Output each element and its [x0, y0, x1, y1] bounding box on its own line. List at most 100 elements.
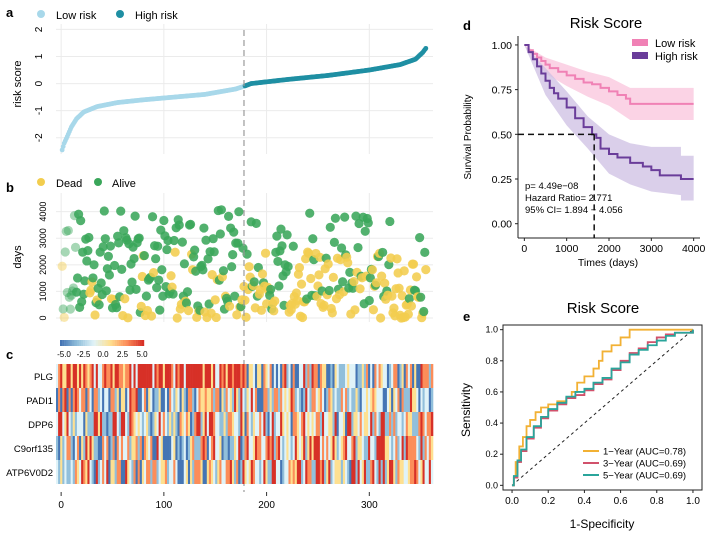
- dead-point: [270, 296, 280, 306]
- heatmap-cell: [246, 388, 249, 412]
- legend-low-risk: Low risk: [56, 10, 97, 22]
- heatmap-cell: [56, 364, 59, 388]
- heatmap-cell: [72, 364, 76, 388]
- heatmap-cell: [407, 364, 411, 388]
- heatmap-cell: [194, 388, 197, 412]
- panel-b-label: b: [6, 180, 14, 195]
- heatmap-cell: [278, 388, 281, 412]
- heatmap-cell: [248, 388, 252, 412]
- heatmap-cell: [164, 436, 168, 460]
- heatmap-cell: [137, 460, 141, 484]
- heatmap-cell: [315, 412, 319, 436]
- heatmap-cell: [79, 460, 82, 484]
- heatmap-cell: [227, 412, 231, 436]
- heatmap-cell: [305, 460, 308, 484]
- colorbar-tick: -5.0: [57, 350, 71, 359]
- heatmap-cell: [328, 364, 331, 388]
- heatmap-cell: [409, 364, 413, 388]
- heatmap-cell: [368, 412, 371, 436]
- alive-point: [338, 277, 348, 287]
- heatmap-cell: [143, 364, 147, 388]
- heatmap-cell: [372, 364, 375, 388]
- heatmap-cell: [58, 436, 61, 460]
- heatmap-cell: [158, 412, 162, 436]
- heatmap-cell: [156, 460, 159, 484]
- d-xtick-label: 3000: [640, 243, 664, 255]
- colorbar-cell: [104, 340, 107, 346]
- heatmap-cell: [160, 412, 164, 436]
- heatmap-cell: [68, 364, 71, 388]
- heatmap-cell: [110, 460, 113, 484]
- heatmap-cell: [202, 460, 206, 484]
- heatmap-cell: [173, 364, 176, 388]
- heatmap-cell: [183, 412, 187, 436]
- heatmap-cell: [311, 364, 314, 388]
- heatmap-cell: [393, 364, 396, 388]
- heatmap-cell: [206, 460, 210, 484]
- heatmap-cell: [87, 388, 90, 412]
- heatmap-cell: [175, 436, 178, 460]
- alive-point: [345, 267, 355, 277]
- heatmap-cell: [384, 364, 388, 388]
- heatmap-cell: [326, 364, 329, 388]
- alive-point: [83, 245, 93, 256]
- colorbar-cell: [114, 340, 117, 346]
- heatmap-cell: [309, 436, 312, 460]
- heatmap-cell: [412, 460, 415, 484]
- alive-point: [100, 234, 110, 244]
- heatmap-cell: [114, 388, 118, 412]
- heatmap-cell: [244, 412, 247, 436]
- heatmap-cell: [252, 364, 256, 388]
- heatmap-cell: [374, 388, 377, 412]
- heatmap-cell: [307, 412, 310, 436]
- heatmap-cell: [97, 436, 101, 460]
- heatmap-cell: [81, 460, 84, 484]
- dead-point: [387, 291, 397, 301]
- alive-point: [364, 295, 374, 306]
- heatmap-cell: [167, 436, 170, 460]
- heatmap-cell: [315, 460, 319, 484]
- e-plot-frame: [502, 324, 703, 491]
- heatmap-cell: [414, 460, 417, 484]
- heatmap-cell: [275, 460, 279, 484]
- alive-point: [141, 291, 151, 301]
- heatmap-cell: [334, 412, 337, 436]
- heatmap-cell: [330, 412, 333, 436]
- heatmap-cell: [85, 388, 88, 412]
- heatmap-cell: [143, 412, 147, 436]
- heatmap-cell: [137, 412, 141, 436]
- heatmap-cell: [127, 436, 130, 460]
- heatmap-cell: [190, 364, 193, 388]
- heatmap-cell: [104, 436, 107, 460]
- heatmap-cell: [123, 436, 126, 460]
- heatmap-cell: [273, 460, 277, 484]
- heatmap-cell: [351, 436, 354, 460]
- low-risk-curve: [524, 43, 694, 105]
- heatmap-cell: [76, 436, 80, 460]
- a-points: [59, 45, 429, 153]
- heatmap-cell: [95, 460, 99, 484]
- heatmap-cell: [74, 412, 78, 436]
- heatmap-cell: [217, 388, 220, 412]
- heatmap-cell: [324, 412, 327, 436]
- alive-point: [229, 227, 239, 237]
- heatmap-cell: [282, 412, 285, 436]
- heatmap-cell: [146, 412, 149, 436]
- e-xtick-label: 0.8: [650, 496, 664, 507]
- c-xtick-label: 300: [361, 500, 378, 511]
- heatmap-cell: [353, 412, 356, 436]
- heatmap-cell: [269, 364, 273, 388]
- heatmap-cell: [102, 388, 105, 412]
- heatmap-cell: [87, 364, 90, 388]
- alive-point: [325, 222, 335, 232]
- heatmap-cell: [378, 436, 381, 460]
- alive-point: [70, 242, 81, 252]
- heatmap-cell: [372, 460, 375, 484]
- heatmap-cell: [70, 388, 74, 412]
- heatmap-cell: [91, 436, 94, 460]
- heatmap-cell: [91, 412, 94, 436]
- heatmap-cell: [104, 460, 107, 484]
- heatmap-cell: [240, 460, 243, 484]
- heatmap-cell: [374, 436, 377, 460]
- heatmap-cell: [213, 436, 216, 460]
